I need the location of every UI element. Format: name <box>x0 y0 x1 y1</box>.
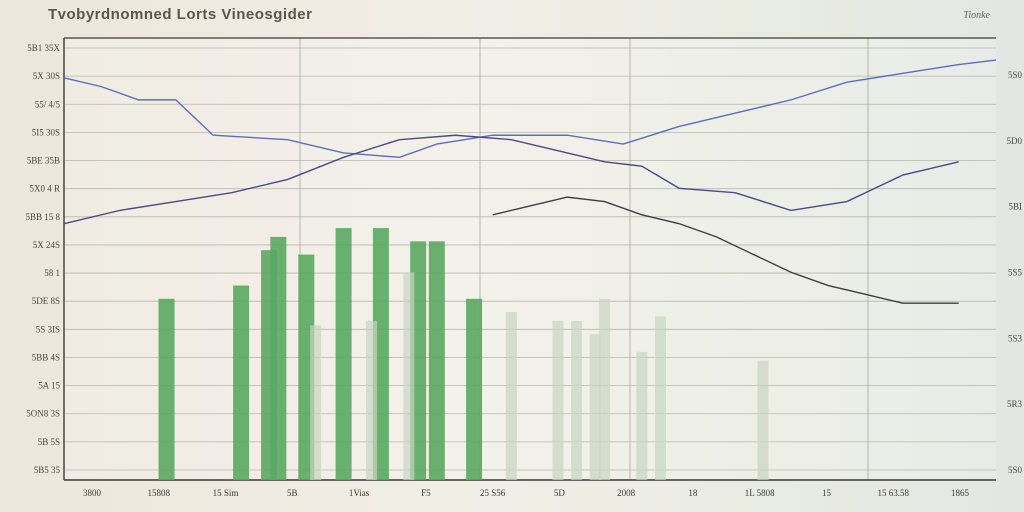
y-tick-label-left: 5X 30S <box>33 71 60 81</box>
y-tick-label-right: 5R3 <box>1007 399 1023 409</box>
bar-secondary <box>552 320 564 480</box>
series-line <box>63 59 997 159</box>
y-tick-label-left: 5BB 15 8 <box>25 212 60 222</box>
bar-primary <box>335 228 352 480</box>
y-tick-label-right: 5S0 <box>1008 70 1023 80</box>
y-tick-label-left: 5B5 35 <box>34 465 61 475</box>
bar-primary <box>158 298 175 480</box>
y-tick-label-left: 5X0 4 R <box>29 184 60 194</box>
y-tick-label-left: 5A 15 <box>38 381 60 391</box>
chart-title: Tvobyrdnomned Lorts Vineosgider <box>48 6 313 23</box>
series-line <box>63 134 959 225</box>
bar-secondary <box>571 320 583 480</box>
bar-primary <box>428 241 445 480</box>
x-tick-label: 1Vias <box>349 488 370 498</box>
bar-secondary <box>589 334 601 480</box>
y-tick-label-left: 5BB 4S <box>32 352 60 362</box>
y-tick-label-left: 5BE 35B <box>27 156 60 166</box>
plot-area <box>64 38 996 480</box>
series-line <box>492 196 959 304</box>
y-tick-label-left: 5I5 30S <box>32 127 60 137</box>
bar-secondary <box>636 351 648 480</box>
x-tick-label: 1865 <box>951 488 970 498</box>
bar-secondary <box>757 360 769 480</box>
x-tick-label: 15 63.58 <box>877 488 909 498</box>
y-tick-label-left: 5ON8 3S <box>26 409 60 419</box>
y-tick-label-right: 5S0 <box>1008 465 1023 475</box>
x-tick-label: 15808 <box>148 488 171 498</box>
x-tick-label: 25 S56 <box>480 488 506 498</box>
y-tick-label-left: 5S 3IS <box>36 324 60 334</box>
x-tick-label: 15 <box>822 488 832 498</box>
bar-secondary <box>310 325 322 480</box>
x-tick-label: 18 <box>688 488 698 498</box>
x-tick-label: F5 <box>421 488 431 498</box>
bar-secondary <box>505 312 517 480</box>
x-tick-label: 5B <box>287 488 298 498</box>
bar-primary <box>233 285 250 480</box>
bar-secondary <box>654 316 666 480</box>
x-tick-label: 2008 <box>617 488 636 498</box>
bar-secondary <box>599 298 611 480</box>
corner-tag: Tionke <box>963 10 990 21</box>
x-tick-label: 5D <box>554 488 566 498</box>
x-tick-label: 1L 5808 <box>745 488 775 498</box>
bar-secondary <box>366 320 378 480</box>
y-tick-label-left: 5B 5S <box>38 437 60 447</box>
y-tick-label-right: 5D0 <box>1007 136 1023 146</box>
y-tick-label-left: 5X 24S <box>33 240 60 250</box>
bar-primary <box>270 236 287 480</box>
y-tick-label-right: 5S3 <box>1008 333 1023 343</box>
y-tick-label-left: 5DE 8S <box>32 296 60 306</box>
y-tick-label-left: 5B1 35X <box>27 43 60 53</box>
y-tick-label-right: 5BI <box>1009 202 1023 212</box>
bar-secondary <box>403 272 415 480</box>
x-tick-label: 3800 <box>83 488 102 498</box>
bar-primary <box>466 298 483 480</box>
y-tick-label-right: 5S5 <box>1008 268 1023 278</box>
x-tick-label: 15 Sim <box>213 488 239 498</box>
y-tick-label-left: 58 1 <box>44 268 60 278</box>
y-tick-label-left: 55/ 4/5 <box>35 99 61 109</box>
